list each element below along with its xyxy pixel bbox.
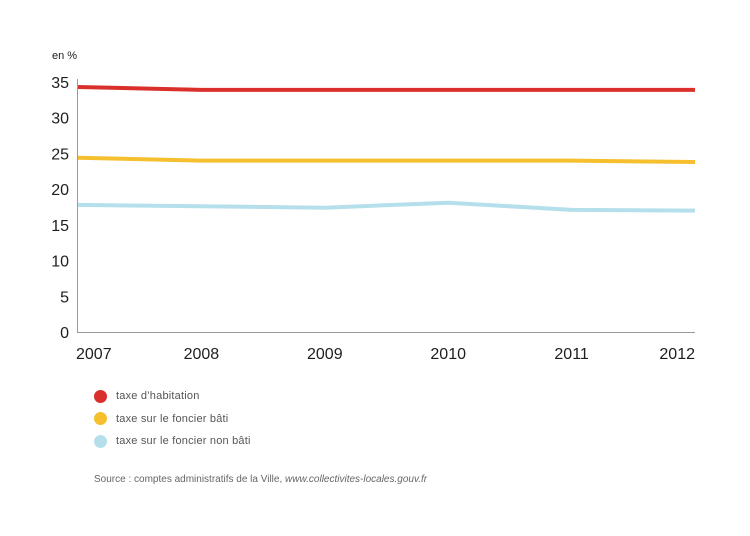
y-tick-label: 30 (51, 111, 69, 128)
legend-label: taxe sur le foncier non bâti (116, 435, 251, 448)
x-tick-label: 2011 (554, 346, 589, 363)
x-tick-label: 2008 (184, 346, 220, 363)
series-lines (77, 85, 696, 213)
legend-item: taxe sur le foncier bâti (94, 408, 251, 431)
series-line-3 (77, 200, 696, 213)
y-tick-label: 10 (51, 254, 69, 271)
y-tick-label: 35 (51, 75, 69, 92)
x-tick-label: 2009 (307, 346, 343, 363)
y-tick-label: 5 (60, 289, 69, 306)
legend-swatch-foncier-non-bati (94, 434, 107, 448)
legend-swatch-foncier-bati (94, 412, 107, 426)
x-tick-label: 2007 (76, 346, 112, 363)
legend-label: taxe d’habitation (116, 390, 200, 403)
legend-swatch-habitation (94, 389, 107, 403)
x-tick-label: 2012 (659, 346, 695, 363)
y-axis-ticks: 0 5 10 15 20 25 30 35 (51, 75, 69, 342)
source-note: Source : comptes administratifs de la Vi… (94, 474, 427, 485)
y-tick-label: 25 (51, 146, 69, 163)
y-axis-unit-label: en % (52, 50, 77, 62)
source-text: Source : comptes administratifs de la Vi… (94, 474, 286, 485)
legend-item: taxe sur le foncier non bâti (94, 430, 251, 453)
y-tick-label: 0 (60, 325, 69, 342)
y-tick-label: 20 (51, 182, 69, 199)
series-line-1 (77, 85, 695, 92)
y-tick-label: 15 (51, 218, 69, 235)
legend-label: taxe sur le foncier bâti (116, 412, 229, 425)
series-line-2 (77, 155, 696, 164)
legend: taxe d’habitation taxe sur le foncier bâ… (94, 385, 251, 453)
x-tick-label: 2010 (430, 346, 466, 363)
x-axis-ticks: 2007 2008 2009 2010 2011 2012 (76, 346, 695, 363)
source-url: www.collectivites-locales.gouv.fr (285, 474, 428, 485)
legend-item: taxe d’habitation (94, 385, 251, 408)
